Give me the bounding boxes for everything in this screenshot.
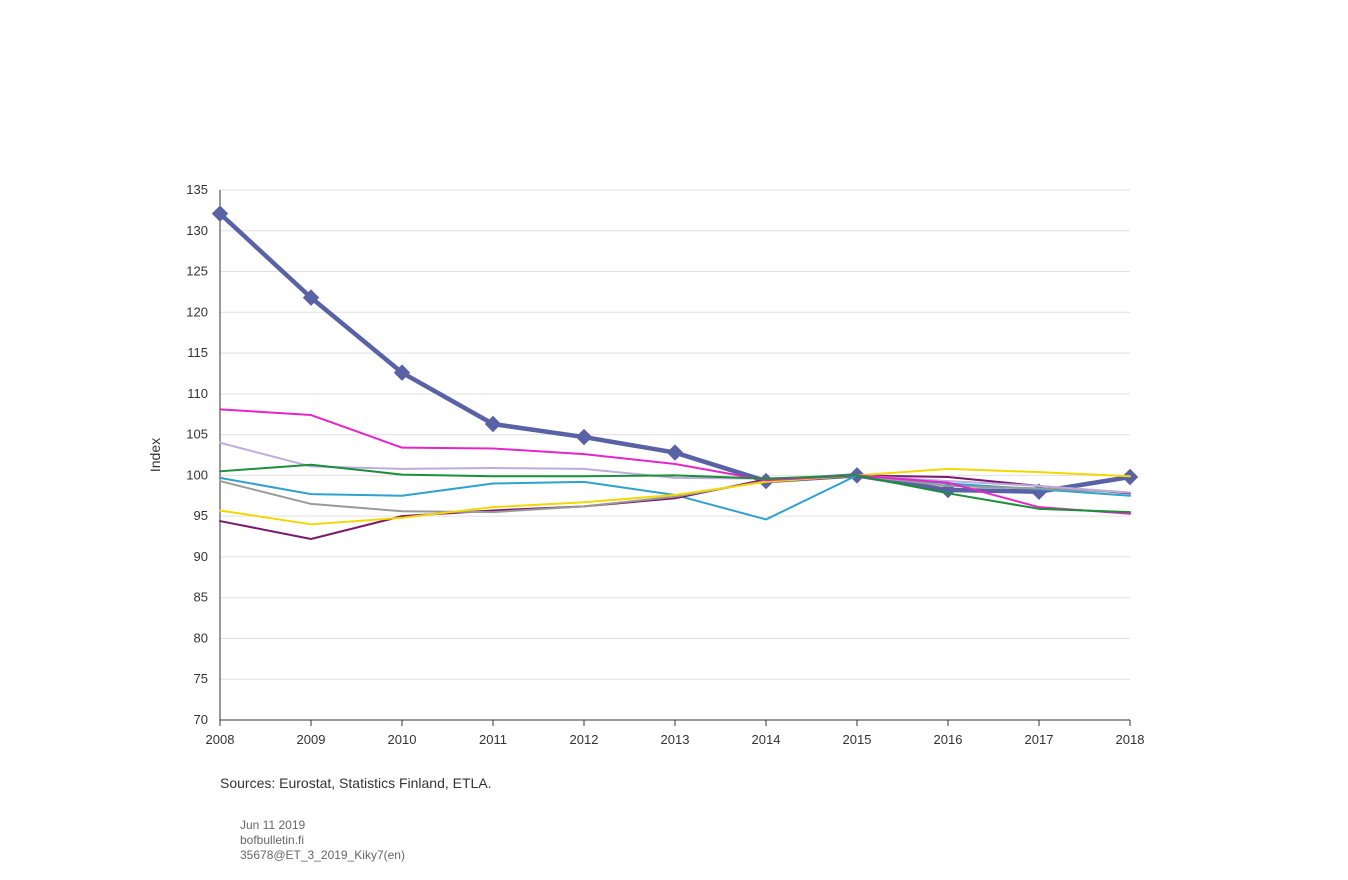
- svg-text:2015: 2015: [843, 732, 872, 747]
- meta-publisher: bofbulletin.fi: [240, 833, 405, 848]
- svg-text:80: 80: [194, 630, 208, 645]
- svg-text:2012: 2012: [570, 732, 599, 747]
- meta-date: Jun 11 2019: [240, 818, 405, 833]
- svg-text:95: 95: [194, 508, 208, 523]
- svg-text:75: 75: [194, 671, 208, 686]
- line-chart-svg: 70 75 80 85 90 95 100 105 110 115 120 125 130 135 2008…: [0, 0, 1348, 880]
- svg-text:125: 125: [186, 264, 208, 279]
- svg-text:135: 135: [186, 182, 208, 197]
- svg-text:2009: 2009: [297, 732, 326, 747]
- svg-text:2008: 2008: [206, 732, 235, 747]
- chart-meta: Jun 11 2019 bofbulletin.fi 35678@ET_3_20…: [240, 818, 405, 863]
- chart-source: Sources: Eurostat, Statistics Finland, E…: [220, 775, 492, 791]
- svg-text:110: 110: [187, 386, 208, 401]
- svg-text:115: 115: [187, 345, 208, 360]
- svg-text:120: 120: [186, 304, 208, 319]
- svg-text:2016: 2016: [934, 732, 963, 747]
- svg-text:2017: 2017: [1025, 732, 1054, 747]
- svg-text:2013: 2013: [661, 732, 690, 747]
- chart-container: { "chart": { "type": "line", "title": "N…: [0, 0, 1348, 880]
- svg-text:Index: Index: [147, 438, 163, 472]
- svg-text:2010: 2010: [388, 732, 417, 747]
- svg-text:130: 130: [186, 223, 208, 238]
- meta-code: 35678@ET_3_2019_Kiky7(en): [240, 848, 405, 863]
- svg-text:105: 105: [186, 427, 208, 442]
- svg-text:2018: 2018: [1116, 732, 1145, 747]
- svg-text:100: 100: [186, 467, 208, 482]
- svg-text:2014: 2014: [752, 732, 781, 747]
- svg-text:70: 70: [194, 712, 208, 727]
- svg-text:90: 90: [194, 549, 208, 564]
- svg-text:2011: 2011: [479, 732, 507, 747]
- svg-text:85: 85: [194, 590, 208, 605]
